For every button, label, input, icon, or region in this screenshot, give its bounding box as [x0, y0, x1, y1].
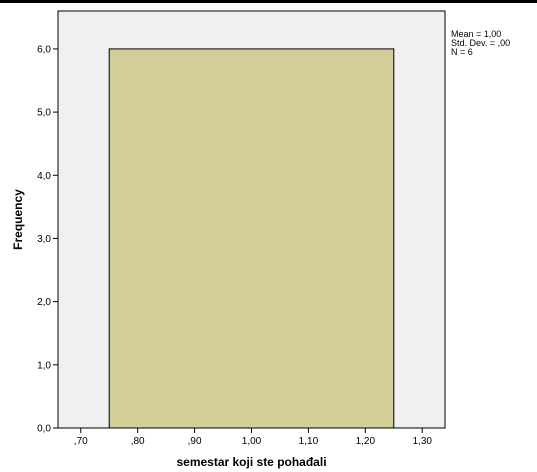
stat-n: N = 6	[451, 47, 473, 57]
window-top-border	[0, 0, 537, 3]
statistics-legend: Mean = 1,00 Std. Dev. = ,00 N = 6	[451, 30, 510, 57]
y-tick-label: 5,0	[37, 108, 51, 119]
histogram-bar-0	[108, 48, 395, 429]
y-tick-label: 3,0	[37, 234, 51, 245]
x-tick-label: 1,30	[413, 436, 433, 447]
stat-std-dev: Std. Dev. = ,00	[451, 38, 511, 48]
y-ticks-layer: 0,0 1,0 2,0 3,0 4,0 5,0 6,0	[37, 44, 58, 435]
x-ticks-layer: ,70 ,80 ,90 1,00 1,10 1,20 1,30	[74, 428, 433, 447]
x-tick-label: 1,10	[299, 436, 319, 447]
y-tick-label: 4,0	[37, 171, 51, 182]
y-tick-label: 1,0	[37, 360, 51, 371]
x-axis-title: semestar koji ste pohađali	[176, 455, 326, 469]
y-tick-label: 6,0	[37, 44, 51, 55]
x-tick-label: ,90	[188, 436, 202, 447]
stat-mean: Mean = 1,00	[451, 29, 502, 39]
bars-layer	[108, 48, 395, 429]
y-tick-label: 2,0	[37, 297, 51, 308]
x-tick-label: ,80	[131, 436, 145, 447]
x-tick-label: ,70	[74, 436, 88, 447]
y-tick-label: 0,0	[37, 424, 51, 435]
x-tick-label: 1,00	[242, 436, 262, 447]
y-axis-title: Frequency	[11, 189, 25, 250]
x-tick-label: 1,20	[356, 436, 376, 447]
